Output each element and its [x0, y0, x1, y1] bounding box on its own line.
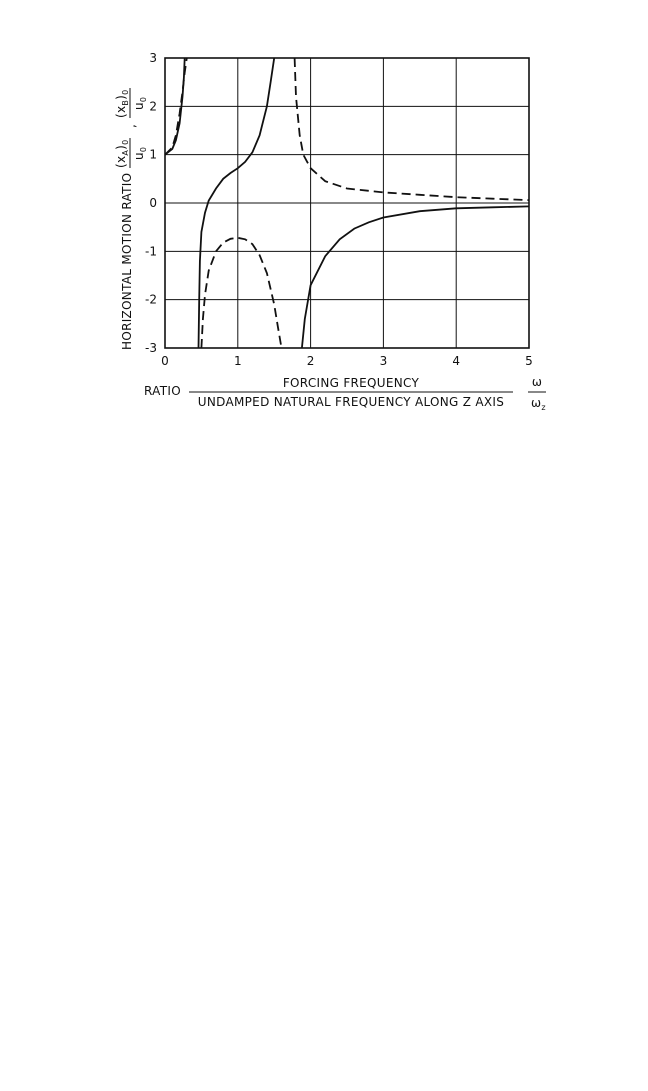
y-label-separator: ,	[124, 124, 138, 128]
y-label-a-denominator: u0	[132, 147, 148, 160]
y-axis-label: HORIZONTAL MOTION RATIO (xA)0 u0 , (xB)0…	[114, 88, 148, 350]
x-axis-label-numerator: FORCING FREQUENCY	[283, 376, 420, 390]
solid-curve-segment	[164, 57, 186, 156]
y-axis-label-main: HORIZONTAL MOTION RATIO	[120, 173, 134, 350]
x-axis-label: RATIO FORCING FREQUENCY UNDAMPED NATURAL…	[144, 375, 546, 412]
solid-curve-segment	[301, 205, 530, 349]
y-label-b-denominator: u0	[132, 97, 148, 110]
y-tick-label: 3	[149, 51, 157, 65]
y-tick-label: 0	[149, 196, 157, 210]
y-tick-label: 1	[149, 148, 157, 162]
y-tick-label: -1	[145, 244, 157, 258]
y-tick-label: -2	[145, 293, 157, 307]
plot-frame	[164, 57, 530, 349]
x-tick-label: 5	[525, 354, 533, 368]
tick-labels: 0 1 2 3 4 5 3 2 1 0 -1 -2 -3	[145, 51, 533, 368]
y-tick-label: -3	[145, 341, 157, 355]
dashed-curve-segment	[200, 236, 283, 349]
x-tick-label: 3	[380, 354, 388, 368]
y-label-a-numerator: (xA)0	[114, 139, 130, 168]
dashed-curve-segment	[293, 57, 530, 201]
x-axis-label-prefix: RATIO	[144, 384, 181, 398]
solid-curve-segment	[197, 57, 276, 349]
y-tick-label: 2	[149, 99, 157, 113]
x-axis-symbol-denominator: ωz	[531, 396, 546, 412]
x-tick-label: 2	[307, 354, 315, 368]
x-tick-label: 0	[161, 354, 169, 368]
y-label-b-numerator: (xB)0	[114, 89, 130, 118]
grid	[164, 57, 530, 349]
x-tick-label: 4	[452, 354, 460, 368]
x-tick-label: 1	[234, 354, 242, 368]
x-axis-label-denominator: UNDAMPED NATURAL FREQUENCY ALONG Z AXIS	[198, 395, 504, 409]
dashed-curve-segment	[164, 57, 188, 156]
x-axis-symbol-numerator: ω	[532, 375, 542, 389]
curves	[164, 57, 530, 349]
